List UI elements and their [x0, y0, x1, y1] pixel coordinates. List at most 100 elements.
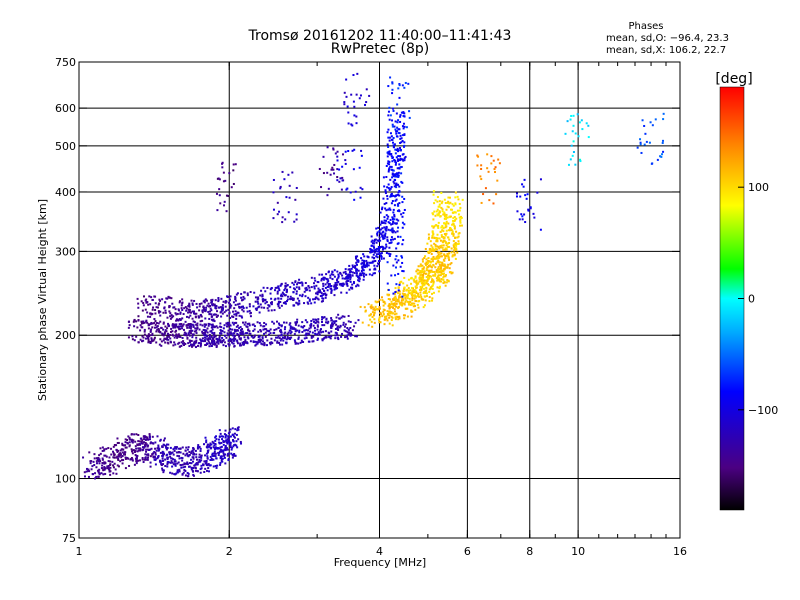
data-point — [373, 246, 376, 249]
data-point — [109, 470, 112, 473]
data-point — [153, 321, 156, 324]
data-point — [427, 277, 430, 280]
data-point — [381, 234, 384, 237]
data-point — [231, 456, 234, 459]
data-point — [426, 242, 429, 245]
data-point — [161, 332, 164, 335]
data-point — [410, 303, 413, 306]
data-point — [430, 265, 433, 268]
data-point — [388, 246, 391, 249]
data-point — [440, 191, 443, 194]
data-point — [291, 171, 294, 174]
data-point — [390, 186, 393, 189]
data-point — [451, 219, 454, 222]
data-point — [207, 470, 210, 473]
data-point — [279, 328, 282, 331]
data-point — [286, 295, 289, 298]
data-point — [393, 143, 396, 146]
chart-title-line1: Tromsø 20161202 11:40:00–11:41:43 — [248, 28, 512, 44]
data-point — [122, 448, 125, 451]
data-point — [144, 442, 147, 445]
data-point — [196, 446, 199, 449]
data-point — [385, 214, 388, 217]
data-point — [425, 261, 428, 264]
data-point — [217, 338, 220, 341]
data-point — [452, 217, 455, 220]
data-point — [218, 194, 221, 197]
data-point — [120, 448, 123, 451]
data-point — [408, 297, 411, 300]
data-point — [161, 446, 164, 449]
data-point — [249, 332, 252, 335]
data-point — [196, 327, 199, 330]
data-point — [204, 467, 207, 470]
data-point — [211, 453, 214, 456]
data-point — [303, 324, 306, 327]
data-point — [149, 322, 152, 325]
data-point — [354, 335, 357, 338]
data-point — [201, 319, 204, 322]
data-point — [203, 332, 206, 335]
data-point — [240, 299, 243, 302]
data-point — [382, 304, 385, 307]
data-point — [448, 196, 451, 199]
data-point — [455, 243, 458, 246]
data-point — [159, 338, 162, 341]
data-point — [247, 337, 250, 340]
data-point — [289, 295, 292, 298]
data-point — [307, 302, 310, 305]
data-point — [315, 292, 318, 295]
data-point — [241, 341, 244, 344]
data-point — [274, 336, 277, 339]
data-point — [128, 445, 131, 448]
data-point — [379, 211, 382, 214]
data-point — [368, 273, 371, 276]
data-point — [173, 449, 176, 452]
data-point — [391, 88, 394, 91]
data-point — [355, 274, 358, 277]
data-point — [421, 269, 424, 272]
data-point — [427, 283, 430, 286]
data-point — [372, 272, 375, 275]
data-point — [99, 447, 102, 450]
data-point — [370, 244, 373, 247]
data-point — [206, 443, 209, 446]
data-point — [236, 342, 239, 345]
data-point — [141, 309, 144, 312]
data-point — [210, 457, 213, 460]
data-point — [294, 323, 297, 326]
data-point — [136, 459, 139, 462]
data-point — [223, 454, 226, 457]
data-point — [373, 313, 376, 316]
data-point — [392, 230, 395, 233]
data-point — [419, 277, 422, 280]
data-point — [352, 168, 355, 171]
data-point — [418, 299, 421, 302]
data-point — [123, 451, 126, 454]
data-point — [346, 105, 349, 108]
data-point — [338, 326, 341, 329]
data-point — [332, 148, 335, 151]
data-point — [484, 187, 487, 190]
data-point — [386, 261, 389, 264]
data-point — [177, 325, 180, 328]
data-point — [154, 302, 157, 305]
data-point — [403, 314, 406, 317]
data-point — [417, 282, 420, 285]
data-point — [394, 292, 397, 295]
data-point — [137, 459, 140, 462]
data-point — [190, 458, 193, 461]
data-point — [403, 144, 406, 147]
data-point — [101, 467, 104, 470]
data-point — [117, 458, 120, 461]
data-point — [190, 299, 193, 302]
data-point — [387, 310, 390, 313]
data-point — [334, 152, 337, 155]
data-point — [263, 321, 266, 324]
data-point — [395, 149, 398, 152]
data-point — [372, 242, 375, 245]
data-point — [356, 255, 359, 258]
data-point — [214, 455, 217, 458]
data-point — [150, 296, 153, 299]
data-point — [178, 345, 181, 348]
